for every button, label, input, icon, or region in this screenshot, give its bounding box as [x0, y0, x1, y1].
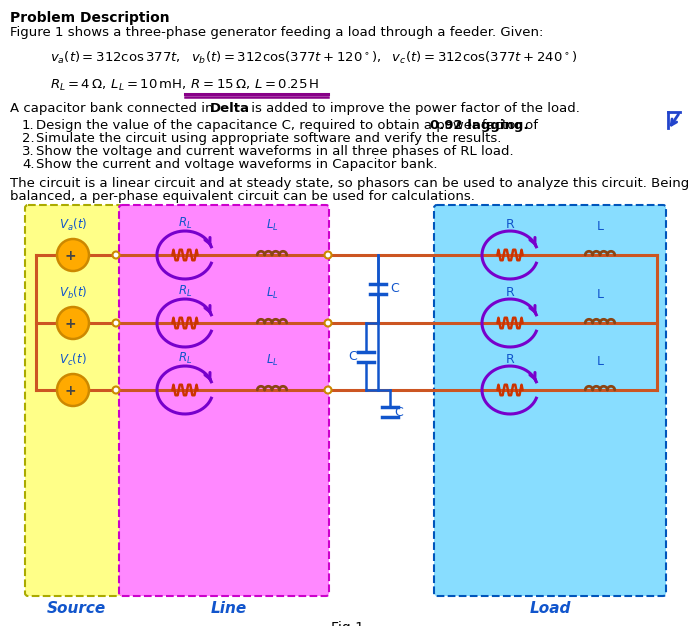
Text: R: R — [505, 286, 514, 299]
Text: is added to improve the power factor of the load.: is added to improve the power factor of … — [247, 102, 580, 115]
Text: $R_L$: $R_L$ — [178, 351, 192, 366]
Circle shape — [325, 252, 332, 259]
Text: balanced, a per-phase equivalent circuit can be used for calculations.: balanced, a per-phase equivalent circuit… — [10, 190, 475, 203]
Text: C: C — [394, 406, 402, 419]
Text: R: R — [505, 218, 514, 231]
Text: $R_L$: $R_L$ — [178, 284, 192, 299]
Text: $L_L$: $L_L$ — [266, 353, 279, 368]
Text: R: R — [505, 353, 514, 366]
Text: Fig 1.: Fig 1. — [331, 621, 369, 626]
Circle shape — [325, 319, 332, 327]
Text: C: C — [390, 282, 399, 295]
Text: L: L — [596, 288, 603, 301]
Text: Figure 1 shows a three-phase generator feeding a load through a feeder. Given:: Figure 1 shows a three-phase generator f… — [10, 26, 543, 39]
Text: $R_L$: $R_L$ — [178, 216, 192, 231]
Text: Load: Load — [529, 601, 570, 616]
FancyBboxPatch shape — [434, 205, 666, 596]
Circle shape — [57, 374, 89, 406]
Text: 3.: 3. — [22, 145, 34, 158]
Text: Line: Line — [211, 601, 247, 616]
FancyBboxPatch shape — [25, 205, 121, 596]
Text: L: L — [596, 355, 603, 368]
Text: +: + — [64, 317, 76, 331]
Text: L: L — [596, 220, 603, 233]
Text: $V_b(t)$: $V_b(t)$ — [59, 285, 88, 301]
Text: Delta: Delta — [210, 102, 250, 115]
Circle shape — [325, 386, 332, 394]
Text: Simulate the circuit using appropriate software and verify the results.: Simulate the circuit using appropriate s… — [36, 132, 501, 145]
Circle shape — [113, 252, 120, 259]
Text: $L_L$: $L_L$ — [266, 218, 279, 233]
Text: Design the value of the capacitance C, required to obtain a power factor of: Design the value of the capacitance C, r… — [36, 119, 542, 132]
Circle shape — [113, 319, 120, 327]
Text: 2.: 2. — [22, 132, 34, 145]
Text: Show the voltage and current waveforms in all three phases of RL load.: Show the voltage and current waveforms i… — [36, 145, 514, 158]
Text: C: C — [348, 350, 357, 363]
Text: Show the current and voltage waveforms in Capacitor bank.: Show the current and voltage waveforms i… — [36, 158, 437, 171]
Circle shape — [57, 239, 89, 271]
Text: +: + — [64, 249, 76, 263]
Text: $v_a(t) = 312\cos 377t,\ \ v_b(t) = 312\cos(377t + 120^\circ),\ \ v_c(t) = 312\c: $v_a(t) = 312\cos 377t,\ \ v_b(t) = 312\… — [50, 50, 578, 66]
FancyBboxPatch shape — [119, 205, 329, 596]
Text: $R_L = 4\,\Omega,\,L_L = 10\,\mathrm{mH},\,R = 15\,\Omega,\,L = 0.25\,\mathrm{H}: $R_L = 4\,\Omega,\,L_L = 10\,\mathrm{mH}… — [50, 78, 319, 93]
Text: $V_c(t)$: $V_c(t)$ — [59, 352, 87, 368]
Text: 4.: 4. — [22, 158, 34, 171]
Circle shape — [113, 386, 120, 394]
Text: Problem Description: Problem Description — [10, 11, 169, 25]
Text: A capacitor bank connected in: A capacitor bank connected in — [10, 102, 218, 115]
Circle shape — [57, 307, 89, 339]
Text: +: + — [64, 384, 76, 398]
Text: $L_L$: $L_L$ — [266, 286, 279, 301]
Text: 1.: 1. — [22, 119, 34, 132]
Text: The circuit is a linear circuit and at steady state, so phasors can be used to a: The circuit is a linear circuit and at s… — [10, 177, 689, 190]
Text: 0.92 lagging.: 0.92 lagging. — [430, 119, 528, 132]
Text: Source: Source — [46, 601, 106, 616]
Text: $V_a(t)$: $V_a(t)$ — [59, 217, 87, 233]
